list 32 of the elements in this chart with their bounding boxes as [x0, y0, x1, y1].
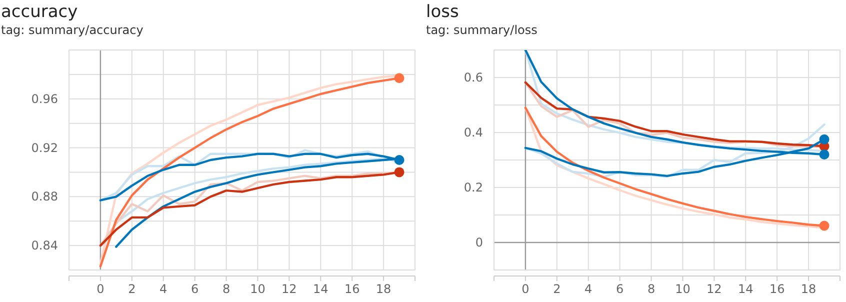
y-tick-label: 0 [475, 236, 483, 250]
y-tick-label: 0.4 [464, 126, 483, 140]
x-tick-label: 14 [312, 282, 328, 296]
x-tick-label: 0 [522, 282, 530, 296]
chart-subtitle: tag: summary/accuracy [1, 23, 144, 37]
x-tick-label: 6 [191, 282, 199, 296]
x-tick-label: 10 [250, 282, 266, 296]
x-tick-label: 8 [222, 282, 230, 296]
x-tick-label: 10 [675, 282, 690, 296]
x-tick-label: 16 [769, 282, 785, 296]
chart-title: loss [426, 2, 459, 22]
x-tick-label: 6 [616, 282, 624, 296]
x-tick-label: 2 [128, 282, 136, 296]
x-tick-label: 12 [706, 282, 722, 296]
x-tick-label: 16 [344, 282, 360, 296]
x-tick-label: 8 [647, 282, 656, 296]
x-tick-label: 2 [553, 282, 561, 296]
chart-title: accuracy [1, 2, 78, 22]
y-tick-label: 0.92 [31, 140, 58, 155]
y-tick-label: 0.2 [464, 180, 483, 194]
x-tick-label: 0 [96, 282, 104, 296]
y-tick-label: 0.6 [464, 70, 483, 84]
x-tick-label: 4 [584, 282, 592, 296]
x-tick-label: 4 [160, 282, 168, 296]
chart-subtitle: tag: summary/loss [426, 23, 538, 37]
y-tick-label: 0.96 [31, 92, 58, 106]
x-tick-label: 12 [282, 282, 297, 296]
y-tick-label: 0.84 [31, 238, 58, 253]
x-tick-label: 14 [738, 282, 754, 296]
y-tick-label: 0.88 [31, 190, 58, 204]
x-tick-label: 18 [800, 282, 816, 296]
x-tick-label: 18 [376, 282, 392, 296]
